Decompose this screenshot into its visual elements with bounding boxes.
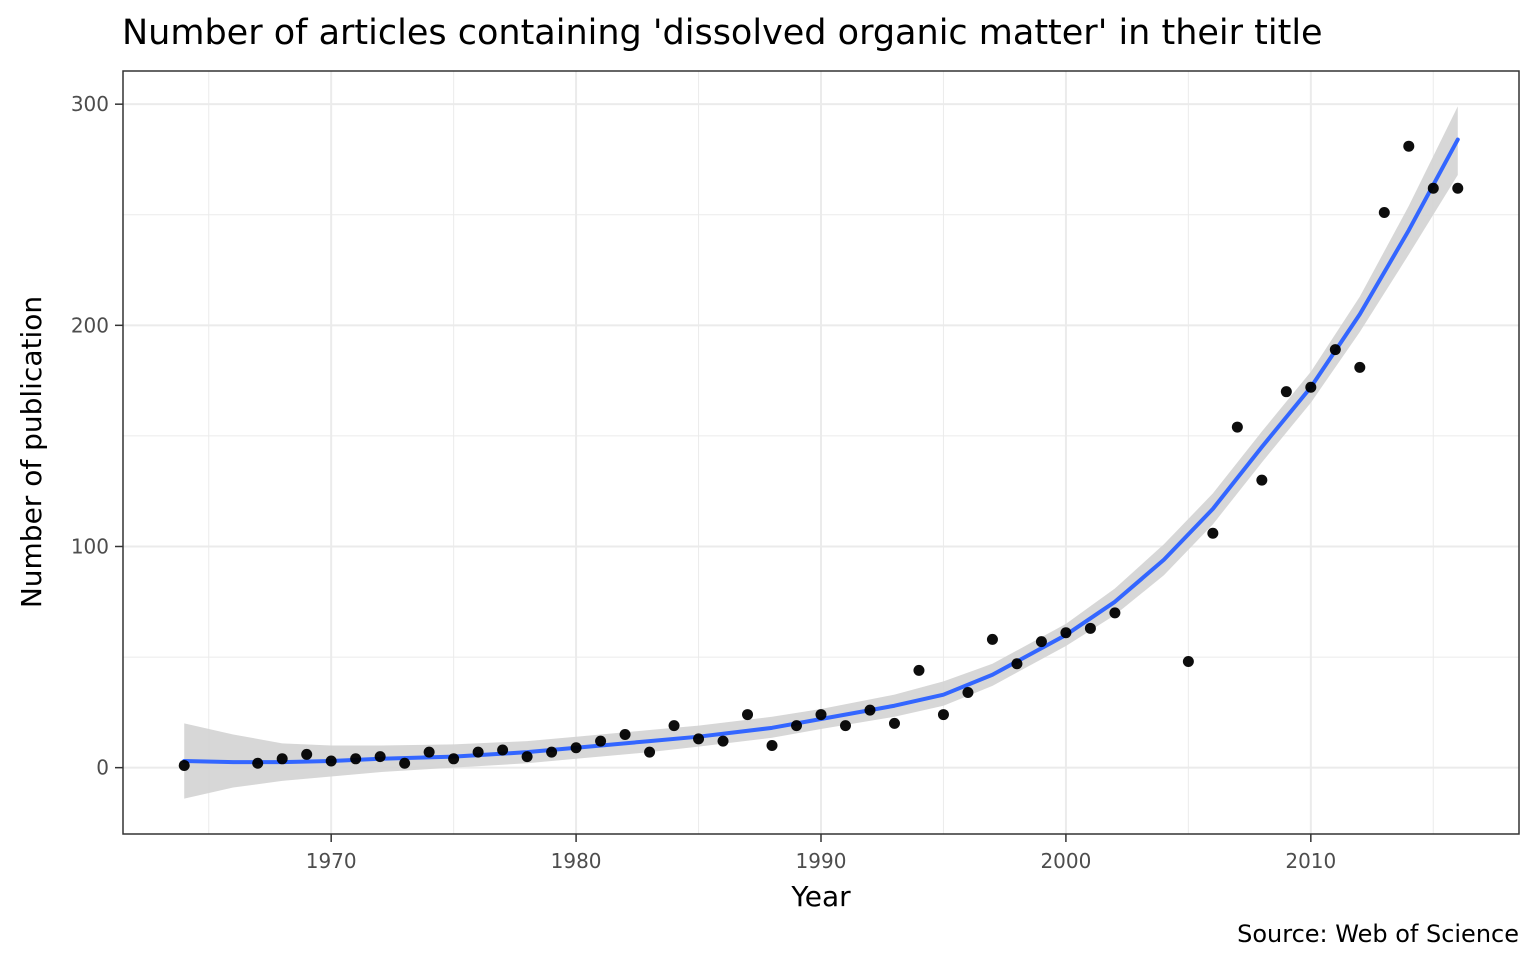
- data-point: [1452, 182, 1464, 194]
- data-point: [986, 633, 998, 645]
- major-gridlines: [123, 71, 1519, 834]
- data-point: [1035, 636, 1047, 648]
- data-point: [1084, 622, 1096, 634]
- data-point: [717, 735, 729, 747]
- data-point: [178, 759, 190, 771]
- data-point: [1109, 607, 1121, 619]
- x-tick-label: 2010: [1285, 849, 1336, 873]
- x-tick-label: 1970: [306, 849, 357, 873]
- x-tick-label: 1980: [551, 849, 602, 873]
- data-point: [1329, 344, 1341, 356]
- data-point: [791, 720, 803, 732]
- data-point: [913, 664, 925, 676]
- data-point: [619, 728, 631, 740]
- data-point: [1231, 421, 1243, 433]
- data-point: [962, 686, 974, 698]
- data-point: [937, 709, 949, 721]
- data-point: [766, 740, 778, 752]
- source-caption: Source: Web of Science: [1237, 920, 1519, 948]
- data-point: [1354, 361, 1366, 373]
- data-point: [472, 746, 484, 758]
- y-tick-label: 0: [96, 756, 109, 780]
- x-tick-label: 1990: [796, 849, 847, 873]
- data-point: [839, 720, 851, 732]
- data-point: [1060, 627, 1072, 639]
- trend-line: [182, 137, 1460, 765]
- data-point: [693, 733, 705, 745]
- data-point: [644, 746, 656, 758]
- data-point: [301, 748, 313, 760]
- data-point: [742, 709, 754, 721]
- data-point: [374, 751, 386, 763]
- data-point: [1427, 182, 1439, 194]
- minor-gridlines: [123, 71, 1519, 834]
- x-axis: 1970 1980 1990 2000 2010: [306, 834, 1336, 873]
- chart-title: Number of articles containing 'dissolved…: [122, 13, 1323, 53]
- data-point: [521, 751, 533, 763]
- data-point: [1256, 474, 1268, 486]
- data-point: [1182, 655, 1194, 667]
- data-point: [399, 757, 411, 769]
- data-point: [570, 742, 582, 754]
- data-point: [1207, 527, 1219, 539]
- data-point: [276, 753, 288, 765]
- data-point: [815, 709, 827, 721]
- data-point: [1305, 381, 1317, 393]
- data-point: [448, 753, 460, 765]
- data-point: [350, 753, 362, 765]
- x-axis-title: Year: [790, 880, 851, 913]
- data-points: [178, 140, 1464, 771]
- data-point: [423, 746, 435, 758]
- data-point: [1403, 140, 1415, 152]
- data-point: [668, 720, 680, 732]
- data-point: [497, 744, 509, 756]
- y-tick-label: 200: [71, 313, 109, 337]
- y-axis-title: Number of publication: [15, 296, 48, 608]
- data-point: [595, 735, 607, 747]
- data-point: [252, 757, 264, 769]
- data-point: [546, 746, 558, 758]
- y-tick-label: 100: [71, 534, 109, 558]
- data-point: [325, 755, 337, 767]
- y-tick-label: 300: [71, 92, 109, 116]
- data-point: [1378, 207, 1390, 219]
- data-point: [864, 704, 876, 716]
- data-point: [888, 717, 900, 729]
- data-point: [1011, 658, 1023, 670]
- data-point: [1280, 386, 1292, 398]
- y-axis: 0 100 200 300: [71, 92, 123, 780]
- x-tick-label: 2000: [1040, 849, 1091, 873]
